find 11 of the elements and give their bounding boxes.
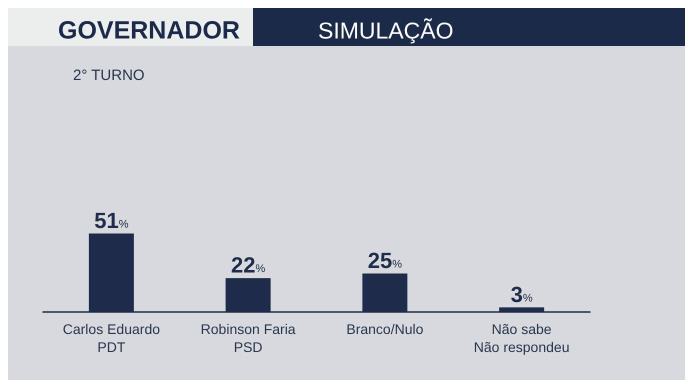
text: 2° TURNO <box>73 67 145 84</box>
data-label: 25% <box>368 248 402 274</box>
x-tick-label: Não sabe Não respondeu <box>474 321 570 355</box>
data-label: 51% <box>94 208 129 234</box>
x-tick-label: Carlos Eduardo PDT <box>62 321 160 355</box>
data-label: 3% <box>510 282 533 307</box>
chart-subtitle: SIMULAÇÃO <box>318 18 454 44</box>
chart-title: GOVERNADOR <box>58 16 240 44</box>
x-tick-label: Branco/Nulo <box>346 321 424 337</box>
data-label: 22% <box>230 252 266 278</box>
x-tick-label: Robinson Faria PSD <box>200 321 296 355</box>
